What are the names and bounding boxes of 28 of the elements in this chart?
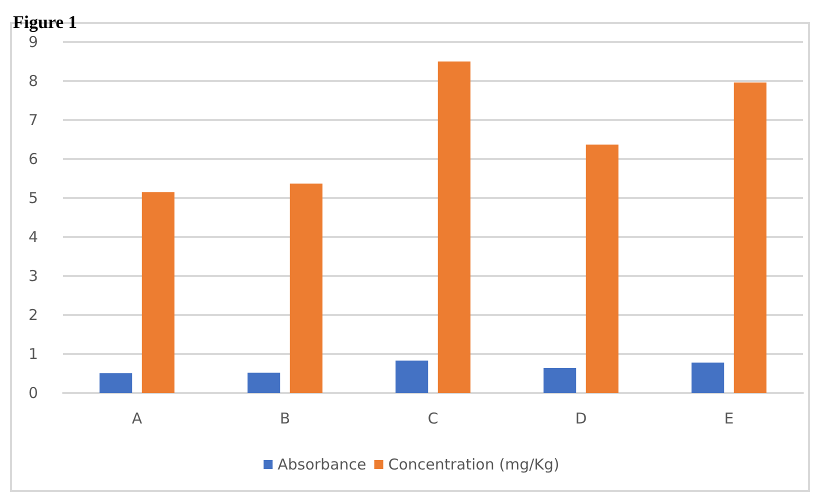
bar <box>692 362 724 393</box>
chart-title: Figure 1 <box>13 12 78 32</box>
bar <box>248 372 280 393</box>
bar <box>438 62 470 393</box>
y-tick-label: 4 <box>28 228 38 246</box>
x-tick-label: C <box>428 410 438 428</box>
y-tick-label: 2 <box>28 306 38 324</box>
y-tick-label: 5 <box>28 189 38 207</box>
bar <box>100 373 132 393</box>
y-tick-label: 9 <box>28 33 38 51</box>
y-tick-label: 1 <box>28 345 38 363</box>
bar <box>290 184 322 393</box>
legend-label: Absorbance <box>278 456 366 474</box>
bar <box>142 192 174 393</box>
y-tick-label: 7 <box>28 111 38 129</box>
y-tick-label: 8 <box>28 72 38 90</box>
y-tick-label: 3 <box>28 267 38 285</box>
bar <box>544 368 576 393</box>
x-tick-label: D <box>575 410 587 428</box>
bar <box>734 82 766 393</box>
x-tick-label: B <box>280 410 290 428</box>
legend-label: Concentration (mg/Kg) <box>388 456 560 474</box>
y-tick-label: 0 <box>28 384 38 402</box>
x-tick-label: E <box>724 410 734 428</box>
y-tick-label: 6 <box>28 150 38 168</box>
bar <box>586 144 618 393</box>
bar <box>396 360 428 393</box>
x-tick-label: A <box>132 410 143 428</box>
